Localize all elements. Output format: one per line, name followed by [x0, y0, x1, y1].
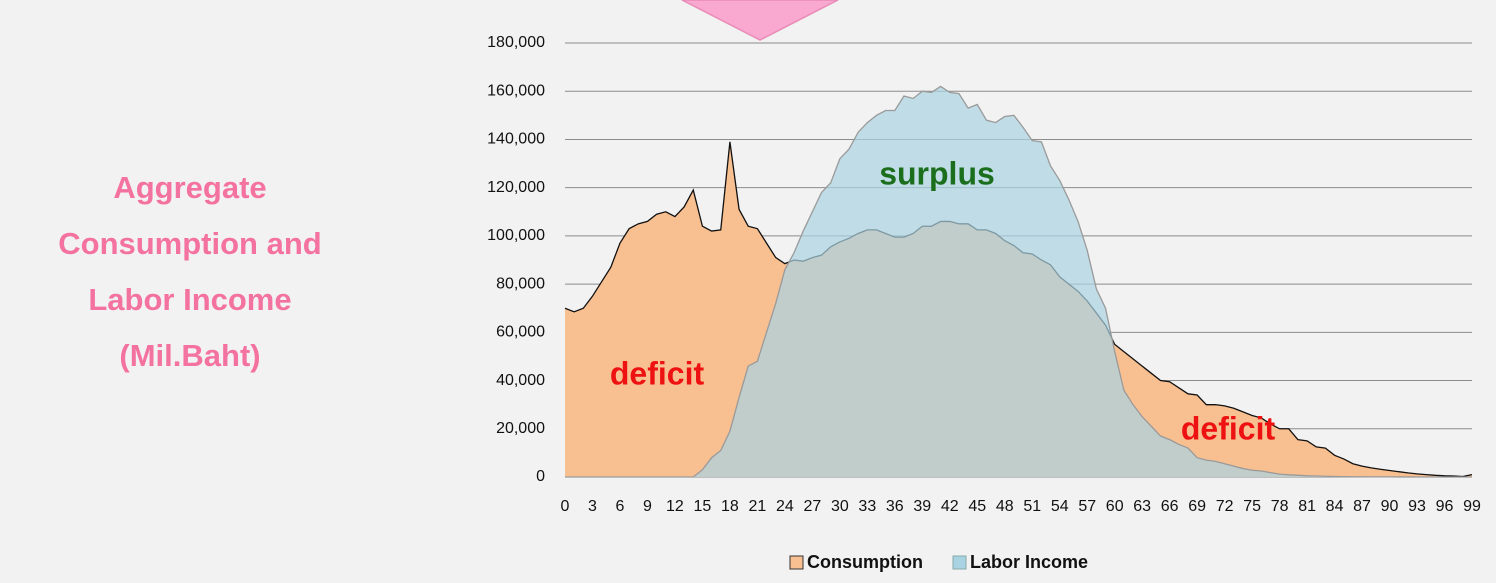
x-tick-label: 21: [748, 498, 766, 515]
x-tick-label: 30: [831, 498, 849, 515]
y-tick-label: 40,000: [496, 372, 545, 389]
annotation: deficit: [610, 355, 705, 391]
x-tick-label: 15: [694, 498, 712, 515]
x-tick-label: 24: [776, 498, 794, 515]
y-tick-label: 20,000: [496, 420, 545, 437]
x-tick-label: 36: [886, 498, 904, 515]
y-tick-label: 180,000: [487, 34, 545, 51]
x-tick-label: 9: [643, 498, 652, 515]
x-tick-label: 18: [721, 498, 739, 515]
x-tick-label: 78: [1271, 498, 1289, 515]
x-tick-label: 57: [1078, 498, 1096, 515]
x-tick-label: 27: [803, 498, 821, 515]
chart-title: Aggregate Consumption and Labor Income (…: [58, 170, 322, 373]
x-tick-label: 0: [561, 498, 570, 515]
y-tick-label: 100,000: [487, 227, 545, 244]
legend-label: Consumption: [807, 552, 923, 572]
legend-swatch: [789, 555, 804, 570]
y-tick-label: 0: [536, 468, 545, 485]
x-tick-label: 60: [1106, 498, 1124, 515]
y-tick-label: 60,000: [496, 324, 545, 341]
x-tick-label: 12: [666, 498, 684, 515]
x-tick-label: 87: [1353, 498, 1371, 515]
x-tick-label: 6: [616, 498, 625, 515]
y-tick-label: 140,000: [487, 131, 545, 148]
area-fill: [565, 86, 1472, 478]
x-tick-label: 48: [996, 498, 1014, 515]
y-tick-label: 80,000: [496, 275, 545, 292]
x-tick-label: 51: [1023, 498, 1041, 515]
y-tick-label: 160,000: [487, 82, 545, 99]
x-tick-label: 69: [1188, 498, 1206, 515]
x-tick-label: 42: [941, 498, 959, 515]
x-tick-label: 63: [1133, 498, 1151, 515]
arrow-decoration: [681, 0, 839, 41]
x-tick-label: 90: [1381, 498, 1399, 515]
x-tick-label: 39: [913, 498, 931, 515]
x-tick-label: 45: [968, 498, 986, 515]
area-line: [565, 85, 1472, 478]
x-tick-label: 81: [1298, 498, 1316, 515]
x-tick-label: 96: [1436, 498, 1454, 515]
x-tick-label: 75: [1243, 498, 1261, 515]
legend-label: Labor Income: [970, 552, 1088, 572]
y-tick-label: 120,000: [487, 179, 545, 196]
x-tick-label: 93: [1408, 498, 1426, 515]
x-tick-label: 3: [588, 498, 597, 515]
x-tick-label: 33: [858, 498, 876, 515]
x-tick-label: 99: [1463, 498, 1481, 515]
x-tick-label: 66: [1161, 498, 1179, 515]
x-tick-label: 72: [1216, 498, 1234, 515]
x-tick-label: 84: [1326, 498, 1344, 515]
x-tick-label: 54: [1051, 498, 1069, 515]
annotation: deficit: [1181, 410, 1276, 446]
legend-swatch: [952, 555, 967, 570]
annotation: surplus: [879, 155, 995, 191]
